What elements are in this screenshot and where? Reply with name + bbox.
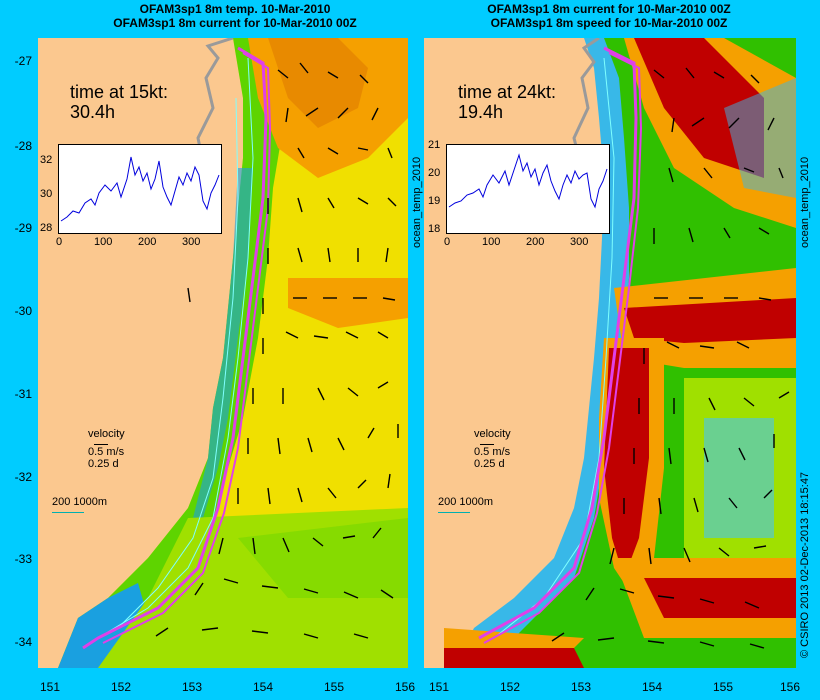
lat-label: -29 [14,221,32,235]
lat-label: -34 [14,635,32,649]
left-velocity-label: velocity [88,428,125,440]
right-depth-legend: 200 1000m [438,496,494,508]
left-inset-svg [60,156,220,222]
lat-label: -31 [14,387,32,401]
left-inset-xtick: 0 [56,236,63,248]
right-velocity-label: velocity [474,428,511,440]
right-velocity-arrow [480,444,494,445]
right-velocity-speed: 0.5 m/s [474,446,511,458]
right-time-label: time at 24kt: [458,82,557,102]
left-inset-xtick: 300 [182,236,201,248]
lon-label: 151 [39,680,61,694]
right-title-line1: OFAM3sp1 8m current for 10-Mar-2010 00Z [487,2,731,16]
right-inset-xtick: 200 [526,236,545,248]
left-depth-legend: 200 1000m [52,496,108,508]
right-inset-ytick: 21 [428,139,441,151]
right-time-value: 19.4h [458,102,504,122]
lat-label: -28 [14,139,32,153]
left-inset-ytick: 28 [40,222,53,234]
lat-label: -32 [14,470,32,484]
right-map-svg [444,38,796,668]
left-map-svg [58,38,408,668]
left-depth-legend-line [52,512,84,513]
right-inset-ytick: 19 [428,195,441,207]
lon-label: 156 [779,680,801,694]
right-inset-xtick: 100 [482,236,501,248]
right-inset-xtick: 300 [570,236,589,248]
left-inset-xtick: 100 [94,236,113,248]
lon-label: 156 [394,680,416,694]
lon-label: 153 [181,680,203,694]
lon-label: 154 [641,680,663,694]
left-velocity-speed: 0.5 m/s [88,446,125,458]
lon-label: 154 [252,680,274,694]
left-title-line1: OFAM3sp1 8m temp. 10-Mar-2010 [139,2,331,16]
right-inset-ytick: 18 [428,223,441,235]
left-title-line2: OFAM3sp1 8m current for 10-Mar-2010 00Z [113,16,357,30]
right-inset-plot [446,144,610,234]
left-time-value: 30.4h [70,102,116,122]
right-map-speed: time at 24kt: 19.4h velocity 0.5 m/s 0.2… [424,38,796,668]
lon-label: 152 [110,680,132,694]
left-inset-ytick: 30 [40,188,53,200]
credit-label: © CSIRO 2013 02-Dec-2013 18:15:47 [799,471,811,658]
left-inset-xtick: 200 [138,236,157,248]
lon-label: 151 [428,680,450,694]
left-velocity-days: 0.25 d [88,458,119,470]
right-inset-svg [448,153,608,209]
lon-label: 153 [570,680,592,694]
lon-label: 155 [712,680,734,694]
left-side-label: ocean_temp_2010 [411,156,423,248]
left-inset-ytick: 32 [40,154,53,166]
right-inset-ytick: 20 [428,167,441,179]
lon-label: 155 [323,680,345,694]
right-depth-legend-line [438,512,470,513]
left-map-temperature: time at 15kt: 30.4h velocity 0.5 m/s 0.2… [38,38,408,668]
lat-label: -30 [14,304,32,318]
right-title-line2: OFAM3sp1 8m speed for 10-Mar-2010 00Z [490,16,728,30]
left-inset-plot [58,144,222,234]
right-inset-xtick: 0 [444,236,451,248]
right-side-label: ocean_temp_2010 [799,156,811,248]
lat-label: -33 [14,552,32,566]
lon-label: 152 [499,680,521,694]
left-velocity-arrow [94,444,108,445]
right-velocity-days: 0.25 d [474,458,505,470]
lat-label: -27 [14,54,32,68]
left-time-label: time at 15kt: [70,82,169,102]
